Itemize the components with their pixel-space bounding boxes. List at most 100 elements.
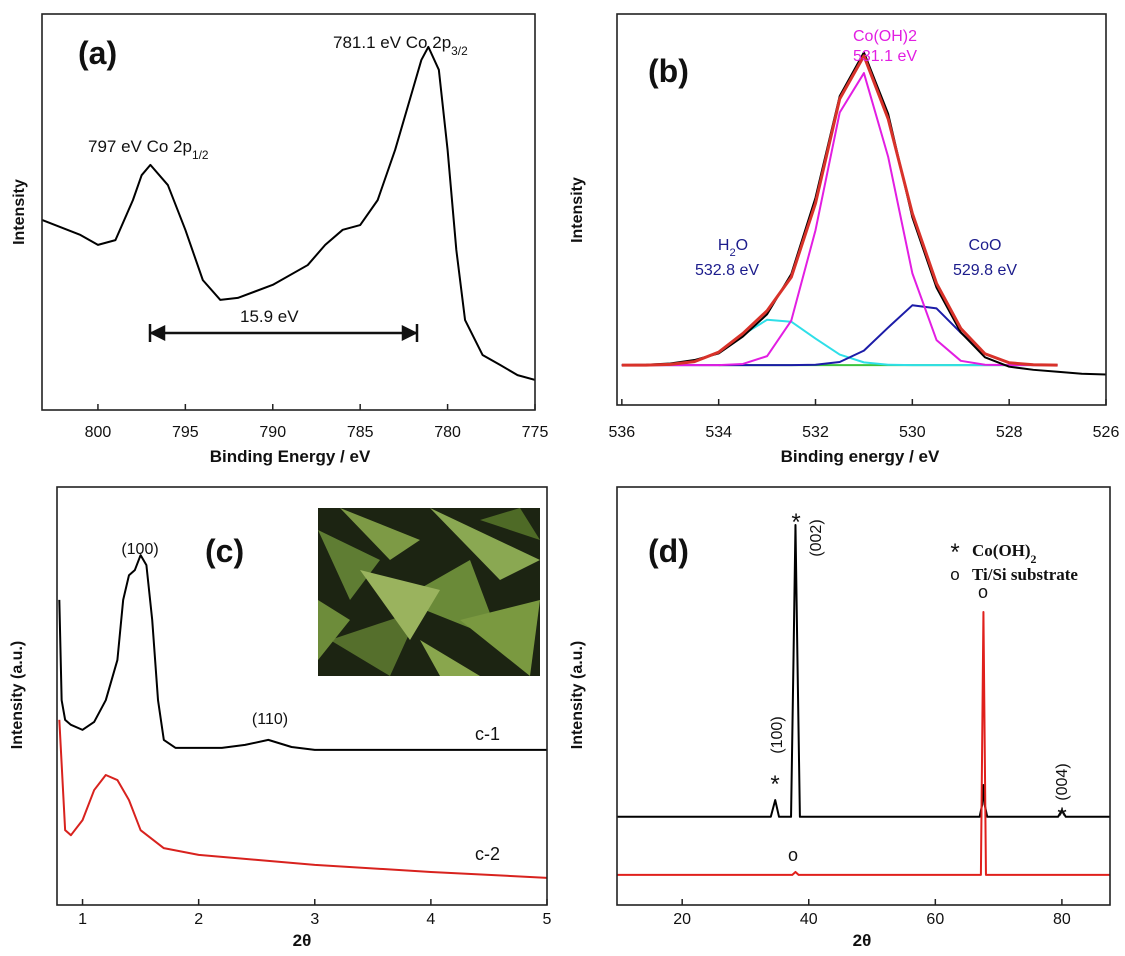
annotation-part: Co(OH)2 <box>853 28 917 45</box>
annotation-part: CoO <box>969 237 1002 254</box>
annotation-part: H <box>718 237 730 254</box>
annotation-part: (110) <box>252 711 288 728</box>
annotation: 15.9 eV <box>240 307 299 326</box>
annotation: 529.8 eV <box>953 262 1017 279</box>
annotation-part: (100) <box>769 716 786 753</box>
annotation: (002) <box>808 519 825 556</box>
annotation-part: O <box>736 237 748 254</box>
annotation: 797 eV Co 2p1/2 <box>88 137 209 162</box>
annotation-part: 1/2 <box>192 148 209 162</box>
annotation-part: (004) <box>1054 763 1071 800</box>
annotation-part: * <box>770 771 779 798</box>
x-axis-title: Binding energy / eV <box>781 447 940 466</box>
annotation-part: Ti/Si substrate <box>972 565 1078 584</box>
panel-label: (d) <box>648 533 689 569</box>
x-tick-label: 532 <box>802 424 829 441</box>
x-tick-label: 536 <box>608 424 635 441</box>
annotation-part: c-2 <box>475 844 500 864</box>
plot-area <box>42 45 535 381</box>
x-tick-label: 4 <box>426 911 435 928</box>
plot-frame <box>616 486 1111 906</box>
annotation-part: o <box>978 582 988 602</box>
annotation: Ti/Si substrate <box>972 565 1078 584</box>
x-tick-label: 795 <box>172 424 199 441</box>
x-axis-title: 2θ <box>293 931 312 950</box>
panel: 20 40 60 80 2θ Intensity (a.u.) (d) * (002) * (100… <box>569 486 1111 950</box>
annotation: Co(OH)2 <box>853 28 917 45</box>
annotation: o <box>950 565 959 584</box>
annotation: H2O <box>718 237 748 259</box>
plot-area <box>58 554 547 879</box>
x-tick-label: 775 <box>522 424 549 441</box>
annotation: c-1 <box>475 724 500 744</box>
x-tick-label: 60 <box>926 911 944 928</box>
annotation: * <box>1057 803 1066 830</box>
annotation-part: 532.8 eV <box>695 262 759 279</box>
annotation: o <box>788 845 798 865</box>
y-axis-title: Intensity <box>11 179 28 245</box>
panel-label: (b) <box>648 53 689 89</box>
annotation-part: 531.1 eV <box>853 48 917 65</box>
annotation-part: 797 eV Co 2p <box>88 137 192 156</box>
panel: 800 795 790 785 780 775 Binding Energy / eV Int… <box>11 13 549 466</box>
panel: 536 534 532 530 528 526 Binding energy / eV Int… <box>569 13 1120 466</box>
x-tick-label: 1 <box>78 911 87 928</box>
x-tick-label: 530 <box>899 424 926 441</box>
annotation: 781.1 eV Co 2p3/2 <box>333 33 468 58</box>
annotation: o <box>978 582 988 602</box>
data-line <box>617 610 1110 876</box>
plot-frame <box>616 13 1107 406</box>
annotation: * <box>791 509 800 536</box>
inset-photo <box>318 508 540 676</box>
x-tick-label: 534 <box>705 424 732 441</box>
annotation-part: * <box>791 509 800 536</box>
x-axis-title: 2θ <box>853 931 872 950</box>
annotation-part: 2 <box>1031 552 1037 566</box>
panel-label: (a) <box>78 35 117 71</box>
data-line <box>621 72 1058 367</box>
annotation-part: c-1 <box>475 724 500 744</box>
annotation-part: o <box>788 845 798 865</box>
annotation-part: 3/2 <box>451 44 468 58</box>
x-tick-label: 528 <box>996 424 1023 441</box>
panel-label: (c) <box>205 533 244 569</box>
x-tick-label: 800 <box>85 424 112 441</box>
data-line <box>621 54 1058 367</box>
annotation: * <box>770 771 779 798</box>
x-tick-label: 80 <box>1053 911 1071 928</box>
x-tick-label: 40 <box>800 911 818 928</box>
x-axis-title: Binding Energy / eV <box>210 447 371 466</box>
annotation: Co(OH)2 <box>972 541 1037 566</box>
annotation: (100) <box>769 716 786 753</box>
annotation-part: Co(OH) <box>972 541 1031 560</box>
annotation-part: 529.8 eV <box>953 262 1017 279</box>
y-axis-title: Intensity (a.u.) <box>569 641 586 749</box>
x-tick-label: 790 <box>259 424 286 441</box>
x-tick-label: 780 <box>434 424 461 441</box>
plot-frame <box>41 13 536 411</box>
annotation: (004) <box>1054 763 1071 800</box>
plot-frame <box>56 486 548 906</box>
span-arrow <box>148 324 419 342</box>
annotation-part: (002) <box>808 519 825 556</box>
annotation: (110) <box>252 711 288 728</box>
annotation-part: 15.9 eV <box>240 307 299 326</box>
x-tick-label: 785 <box>347 424 374 441</box>
annotation: (100) <box>121 541 158 558</box>
x-tick-label: 5 <box>543 911 552 928</box>
data-line <box>617 524 1110 818</box>
annotation-part: * <box>1057 803 1066 830</box>
x-tick-label: 526 <box>1093 424 1120 441</box>
annotation: 532.8 eV <box>695 262 759 279</box>
plot-area <box>621 51 1106 376</box>
data-line <box>58 554 547 751</box>
x-tick-label: 2 <box>194 911 203 928</box>
annotation-part: * <box>950 539 959 566</box>
annotation: * <box>950 539 959 566</box>
annotation-part: 781.1 eV Co 2p <box>333 33 451 52</box>
plot-area <box>617 524 1110 876</box>
annotation-part: o <box>950 565 959 584</box>
data-line <box>58 719 547 879</box>
annotation: c-2 <box>475 844 500 864</box>
